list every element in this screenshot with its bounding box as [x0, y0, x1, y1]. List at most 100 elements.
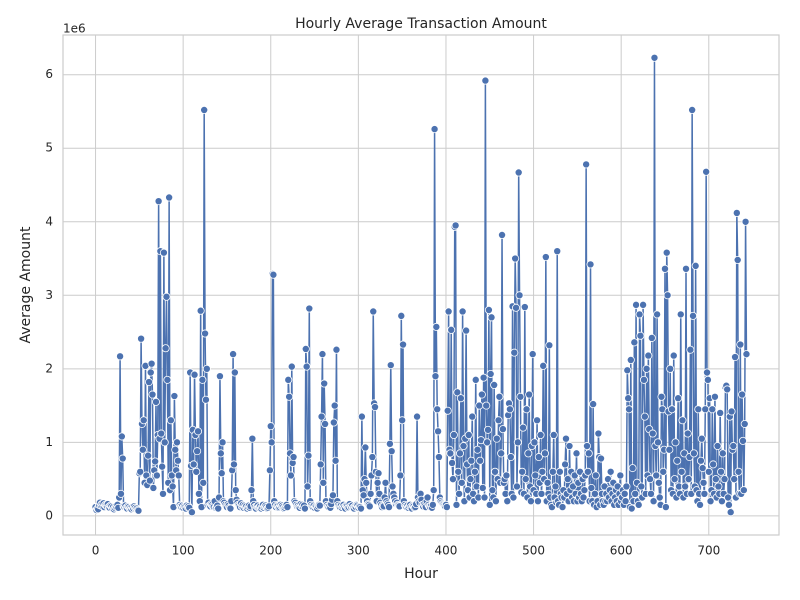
- data-point: [374, 469, 383, 478]
- data-point: [696, 456, 705, 465]
- data-point: [551, 482, 560, 491]
- data-point: [623, 366, 632, 375]
- data-point: [534, 453, 543, 462]
- data-point: [622, 482, 631, 491]
- data-point: [616, 471, 625, 480]
- data-point: [171, 445, 180, 454]
- data-point: [702, 167, 711, 176]
- data-point: [714, 482, 723, 491]
- data-point: [158, 462, 167, 471]
- data-point: [138, 445, 147, 454]
- data-point: [528, 350, 537, 359]
- data-point: [217, 469, 226, 478]
- data-point: [230, 368, 239, 377]
- y-tick-label: 1: [45, 435, 53, 449]
- data-point: [669, 351, 678, 360]
- data-point: [563, 475, 572, 484]
- data-point: [555, 467, 564, 476]
- data-point: [524, 449, 533, 458]
- data-point: [630, 338, 639, 347]
- data-point: [533, 497, 542, 506]
- data-point: [174, 471, 183, 480]
- data-point: [703, 368, 712, 377]
- data-point: [459, 442, 468, 451]
- data-point: [162, 292, 171, 301]
- data-point: [667, 405, 676, 414]
- data-point: [229, 350, 238, 359]
- data-point: [594, 429, 603, 438]
- data-point: [148, 390, 157, 399]
- data-point: [634, 500, 643, 509]
- data-point: [451, 221, 460, 230]
- data-point: [396, 471, 405, 480]
- data-point: [583, 442, 592, 451]
- data-point: [543, 478, 552, 487]
- x-tick-label: 600: [610, 544, 633, 558]
- data-point: [487, 313, 496, 322]
- data-point: [657, 392, 666, 401]
- data-point: [387, 447, 396, 456]
- data-point: [284, 375, 293, 384]
- data-point: [662, 248, 671, 257]
- data-point: [118, 454, 127, 463]
- data-point: [710, 392, 719, 401]
- data-point: [357, 412, 366, 421]
- data-point: [448, 458, 457, 467]
- data-point: [443, 406, 452, 415]
- data-point: [586, 260, 595, 269]
- data-point: [187, 508, 196, 517]
- data-point: [328, 491, 337, 500]
- data-point: [248, 434, 257, 443]
- data-point: [116, 352, 125, 361]
- data-point: [723, 385, 732, 394]
- data-point: [545, 341, 554, 350]
- data-point: [666, 364, 675, 373]
- data-point: [620, 489, 629, 498]
- data-point: [381, 478, 390, 487]
- data-point: [717, 467, 726, 476]
- data-point: [318, 350, 327, 359]
- grid: [63, 35, 779, 535]
- data-point: [701, 405, 710, 414]
- data-point: [116, 489, 125, 498]
- data-point: [371, 403, 380, 412]
- data-point: [674, 394, 683, 403]
- data-point: [686, 345, 695, 354]
- data-point: [385, 439, 394, 448]
- data-point: [388, 482, 397, 491]
- data-point: [447, 325, 456, 334]
- y-tick-label: 2: [45, 361, 53, 375]
- data-point: [538, 467, 547, 476]
- data-point: [285, 392, 294, 401]
- data-point: [448, 475, 457, 484]
- data-point: [362, 478, 371, 487]
- x-tick-label: 500: [522, 544, 545, 558]
- axes-frame: [62, 34, 780, 536]
- data-point: [631, 489, 640, 498]
- plot-area: [91, 53, 751, 517]
- data-point: [670, 475, 679, 484]
- data-point: [159, 248, 168, 257]
- data-point: [152, 471, 161, 480]
- data-point: [147, 359, 156, 368]
- data-point: [730, 475, 739, 484]
- data-point: [639, 300, 648, 309]
- data-point: [485, 500, 494, 509]
- data-point: [671, 438, 680, 447]
- data-point: [173, 456, 182, 465]
- data-point: [301, 344, 310, 353]
- data-point: [444, 307, 453, 316]
- data-point: [536, 430, 545, 439]
- data-point: [488, 486, 497, 495]
- data-point: [471, 375, 480, 384]
- data-point: [684, 475, 693, 484]
- data-point: [650, 53, 659, 62]
- data-point: [511, 254, 520, 263]
- data-point: [484, 305, 493, 314]
- data-point: [218, 438, 227, 447]
- data-point: [192, 467, 201, 476]
- data-point: [703, 375, 712, 384]
- data-point: [647, 333, 656, 342]
- data-point: [653, 310, 662, 319]
- data-point: [711, 475, 720, 484]
